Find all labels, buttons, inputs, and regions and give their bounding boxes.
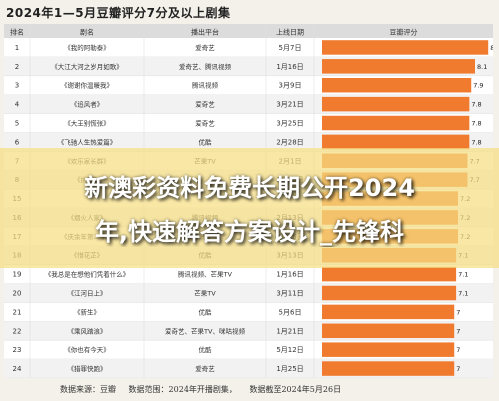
column-header: 剧名 (80, 28, 94, 37)
cell-title: 《乘风踏浪》 (68, 326, 107, 335)
score-label: 8.8 (490, 44, 493, 52)
cell-platform: 优酷 (199, 345, 213, 354)
cell-title: 《猎罪快跑》 (68, 364, 107, 373)
score-label: 7 (456, 308, 460, 316)
cell-platform: 腾讯视频 (192, 81, 219, 90)
cell-title: 《大江大河之岁月如歌》 (51, 62, 123, 71)
cell-platform: 爱奇艺、芒果TV、咪咕视频 (165, 326, 245, 335)
footer-source: 数据来源：豆瓣 (60, 385, 116, 394)
cell-rank: 1 (15, 44, 19, 52)
score-label: 8.1 (477, 63, 487, 71)
cell-date: 5月7日 (279, 44, 302, 52)
cell-date: 1月16日 (276, 271, 303, 279)
score-bar (322, 134, 470, 150)
cell-title: 《大王别慌张》 (64, 119, 110, 128)
score-bar (322, 77, 472, 93)
cell-title: 《飞驰人生热爱篇》 (58, 137, 117, 146)
cell-date: 1月21日 (276, 327, 303, 335)
cell-rank: 19 (13, 271, 22, 279)
score-bar (322, 285, 457, 301)
chart-title: 2024年1—5月豆瓣评分7分及以上剧集 (6, 6, 231, 20)
score-label: 7.8 (471, 101, 481, 109)
chart-footer: 数据来源：豆瓣 数据范围：2024年开播剧集， 数据截至2024年5月26日 (60, 384, 496, 398)
footer-range: 数据范围：2024年开播剧集， (128, 385, 237, 394)
table-header-bg (4, 24, 493, 38)
column-header: 上线日期 (276, 28, 304, 37)
score-bar (322, 266, 457, 282)
cell-title: 《谢谢你温暖我》 (61, 81, 113, 90)
score-label: 7.1 (458, 271, 468, 279)
cell-date: 3月11日 (276, 290, 303, 298)
score-bar (322, 323, 455, 339)
watermark-line-2: 年,快速解答方案设计_先锋科 (94, 218, 405, 246)
cell-rank: 5 (15, 120, 19, 128)
column-header: 豆瓣评分 (390, 28, 418, 37)
cell-rank: 6 (15, 138, 20, 146)
watermark-banner: 新澳彩资料免费长期公开2024 年,快速解答方案设计_先锋科 (0, 148, 499, 268)
score-label: 7 (456, 365, 460, 373)
cell-title: 《你也有今天》 (64, 345, 110, 354)
cell-rank: 23 (13, 346, 22, 354)
score-bar (322, 304, 455, 320)
cell-date: 5月6日 (279, 308, 302, 316)
cell-platform: 爱奇艺、腾讯视频 (179, 62, 232, 71)
score-label: 7 (456, 346, 460, 354)
cell-platform: 爱奇艺 (195, 100, 215, 109)
cell-title: 《新生》 (74, 307, 100, 316)
cell-platform: 爱奇艺 (195, 364, 215, 373)
cell-title: 《追风者》 (71, 100, 104, 109)
score-bar (322, 115, 470, 131)
score-label: 7.1 (458, 290, 468, 298)
score-label: 7.8 (471, 138, 481, 146)
cell-date: 3月21日 (276, 101, 303, 109)
score-bar (322, 342, 455, 357)
cell-platform: 腾讯视频、芒果TV (178, 270, 232, 279)
score-bar (322, 59, 475, 74)
cell-date: 1月25日 (276, 365, 303, 373)
cell-platform: 爱奇艺 (195, 43, 215, 52)
cell-rank: 22 (13, 327, 22, 335)
watermark-line-1: 新澳彩资料免费长期公开2024 (84, 174, 415, 202)
score-label: 7 (456, 327, 460, 335)
cell-rank: 4 (15, 101, 20, 109)
cell-date: 1月16日 (276, 63, 303, 71)
cell-rank: 2 (15, 63, 19, 71)
cell-date: 2月28日 (276, 138, 303, 146)
cell-rank: 24 (13, 365, 22, 373)
column-header: 播出平台 (191, 28, 219, 37)
score-label: 7.9 (473, 82, 483, 90)
score-bar (322, 361, 455, 376)
footer-cutoff: 数据截至2024年5月26日 (249, 385, 342, 394)
column-header: 排名 (10, 28, 24, 37)
cell-platform: 爱奇艺 (195, 119, 215, 128)
cell-rank: 21 (13, 308, 22, 316)
cell-date: 3月25日 (276, 120, 303, 128)
score-bar (322, 40, 489, 55)
cell-rank: 3 (15, 82, 19, 90)
cell-rank: 20 (13, 290, 22, 298)
score-label: 7.8 (471, 120, 481, 128)
cell-platform: 芒果TV (194, 289, 216, 298)
cell-title: 《我总是在想他们凭着什么》 (45, 270, 130, 279)
cell-platform: 优酷 (199, 307, 213, 316)
cell-date: 5月12日 (276, 346, 303, 354)
cell-platform: 优酷 (199, 137, 213, 146)
cell-date: 3月9日 (279, 82, 302, 90)
cell-title: 《江河日上》 (68, 289, 107, 298)
cell-title: 《我的阿勒泰》 (64, 43, 110, 52)
score-bar (322, 96, 470, 112)
